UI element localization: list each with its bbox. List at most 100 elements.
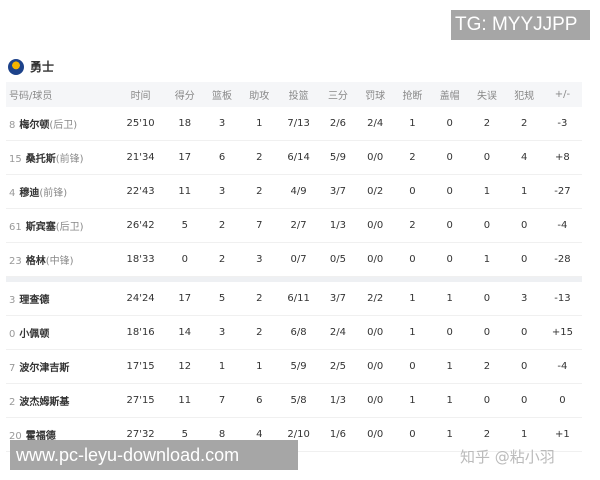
stat-cell: 25'10: [115, 107, 167, 141]
stat-cell: 1: [393, 315, 432, 350]
player-number: 15: [9, 154, 22, 165]
stat-cell: 2/6: [319, 107, 357, 141]
column-header[interactable]: 三分: [319, 82, 357, 107]
stat-cell: 2: [468, 417, 506, 452]
player-row[interactable]: 8 梅尔顿(后卫) 25'10 18 3 1 7/13 2/6 2/4 1 0 2 2 -3: [6, 107, 582, 141]
stat-cell: 0/0: [356, 417, 394, 452]
column-header[interactable]: 犯规: [505, 82, 543, 107]
player-position: (前锋): [55, 154, 84, 165]
column-header[interactable]: 投篮: [277, 82, 320, 107]
stat-cell: 7: [203, 383, 241, 418]
player-number: 7: [9, 363, 16, 374]
player-number: 61: [9, 222, 22, 233]
player-row[interactable]: 7 波尔津吉斯 17'15 12 1 1 5/9 2/5 0/0 0 1 2 0 -4: [6, 349, 582, 384]
stat-cell: 0/0: [356, 242, 394, 277]
stat-cell: 17: [166, 140, 204, 175]
stat-cell: 18'16: [115, 315, 167, 350]
stat-cell: +8: [542, 140, 582, 175]
stat-cell: 1: [431, 282, 469, 316]
stat-cell: 11: [166, 383, 204, 418]
stat-cell: 17'15: [115, 349, 167, 384]
player-position: (前锋): [39, 188, 68, 199]
stat-cell: 26'42: [115, 208, 167, 243]
tg-watermark: TG: MYYJJPP: [451, 10, 590, 40]
bench-divider: [6, 276, 582, 282]
stat-cell: 21'34: [115, 140, 167, 175]
stat-cell: 0: [505, 315, 543, 350]
stat-cell: 0: [468, 208, 506, 243]
stat-cell: 1: [468, 242, 506, 277]
stat-cell: 2: [505, 107, 543, 141]
player-name: 格林: [25, 256, 46, 267]
column-header[interactable]: 抢断: [393, 82, 432, 107]
column-header[interactable]: +/-: [542, 82, 582, 107]
stat-cell: 2: [240, 174, 278, 209]
stat-cell: 1: [431, 349, 469, 384]
stat-cell: 5/8: [277, 383, 320, 418]
player-row[interactable]: 61 斯宾塞(后卫) 26'42 5 2 7 2/7 1/3 0/0 2 0 0 0 -4: [6, 208, 582, 243]
stat-cell: 2: [468, 349, 506, 384]
stat-cell: 1: [393, 282, 432, 316]
stat-cell: 0: [505, 349, 543, 384]
stat-cell: 3/7: [319, 174, 357, 209]
player-name: 波杰姆斯基: [19, 397, 70, 408]
stat-cell: 2: [240, 282, 278, 316]
stat-cell: 0: [431, 242, 469, 277]
stat-cell: 6/8: [277, 315, 320, 350]
team-name: 勇士: [30, 60, 55, 74]
stat-cell: 1: [431, 383, 469, 418]
stat-cell: 0: [393, 349, 432, 384]
column-header[interactable]: 篮板: [203, 82, 241, 107]
stat-cell: 4: [505, 140, 543, 175]
stat-cell: 7: [240, 208, 278, 243]
stat-cell: 2: [393, 140, 432, 175]
stat-cell: 2/5: [319, 349, 357, 384]
stat-cell: -27: [542, 174, 582, 209]
stat-cell: 1: [240, 349, 278, 384]
stat-cell: 0/0: [356, 349, 394, 384]
column-header[interactable]: 罚球: [356, 82, 394, 107]
player-row[interactable]: 4 穆迪(前锋) 22'43 11 3 2 4/9 3/7 0/2 0 0 1 1 -27: [6, 174, 582, 209]
column-header[interactable]: 盖帽: [431, 82, 469, 107]
player-row[interactable]: 15 桑托斯(前锋) 21'34 17 6 2 6/14 5/9 0/0 2 0 0 4 +8: [6, 140, 582, 175]
stat-cell: 1: [468, 174, 506, 209]
stat-cell: 2: [203, 242, 241, 277]
stat-cell: 0: [431, 140, 469, 175]
stat-cell: 1: [393, 383, 432, 418]
stat-cell: 11: [166, 174, 204, 209]
column-header[interactable]: 时间: [115, 82, 167, 107]
stat-cell: 1: [393, 107, 432, 141]
player-name: 小佩顿: [19, 329, 50, 340]
stat-cell: 0: [431, 208, 469, 243]
stat-cell: 1: [203, 349, 241, 384]
stat-cell: 3: [505, 282, 543, 316]
stat-cell: 0: [468, 315, 506, 350]
stat-cell: 27'15: [115, 383, 167, 418]
stat-cell: 0: [468, 383, 506, 418]
column-header[interactable]: 得分: [166, 82, 204, 107]
column-header[interactable]: 号码/球员: [6, 82, 115, 107]
team-header: 勇士: [8, 58, 54, 75]
stat-cell: 0: [468, 140, 506, 175]
stat-cell: 2: [393, 208, 432, 243]
column-header[interactable]: 失误: [468, 82, 506, 107]
stat-cell: 14: [166, 315, 204, 350]
player-number: 4: [9, 188, 16, 199]
site-watermark: www.pc-leyu-download.com: [10, 440, 298, 470]
stat-cell: 0/7: [277, 242, 320, 277]
stat-cell: 5: [166, 208, 204, 243]
player-row[interactable]: 0 小佩顿 18'16 14 3 2 6/8 2/4 0/0 1 0 0 0 +15: [6, 315, 582, 350]
stat-cell: 18'33: [115, 242, 167, 277]
player-row[interactable]: 3 理查德 24'24 17 5 2 6/11 3/7 2/2 1 1 0 3 -13: [6, 282, 582, 316]
column-header[interactable]: 助攻: [240, 82, 278, 107]
stat-cell: 0: [505, 208, 543, 243]
stat-cell: 3: [203, 315, 241, 350]
stat-cell: -4: [542, 208, 582, 243]
stat-cell: 1/6: [319, 417, 357, 452]
player-row[interactable]: 2 波杰姆斯基 27'15 11 7 6 5/8 1/3 0/0 1 1 0 0 0: [6, 383, 582, 418]
stat-cell: 1: [505, 417, 543, 452]
stat-cell: 2/4: [356, 107, 394, 141]
player-row[interactable]: 23 格林(中锋) 18'33 0 2 3 0/7 0/5 0/0 0 0 1 0 -28: [6, 242, 582, 277]
stat-cell: 0/0: [356, 208, 394, 243]
stat-cell: 0: [431, 315, 469, 350]
